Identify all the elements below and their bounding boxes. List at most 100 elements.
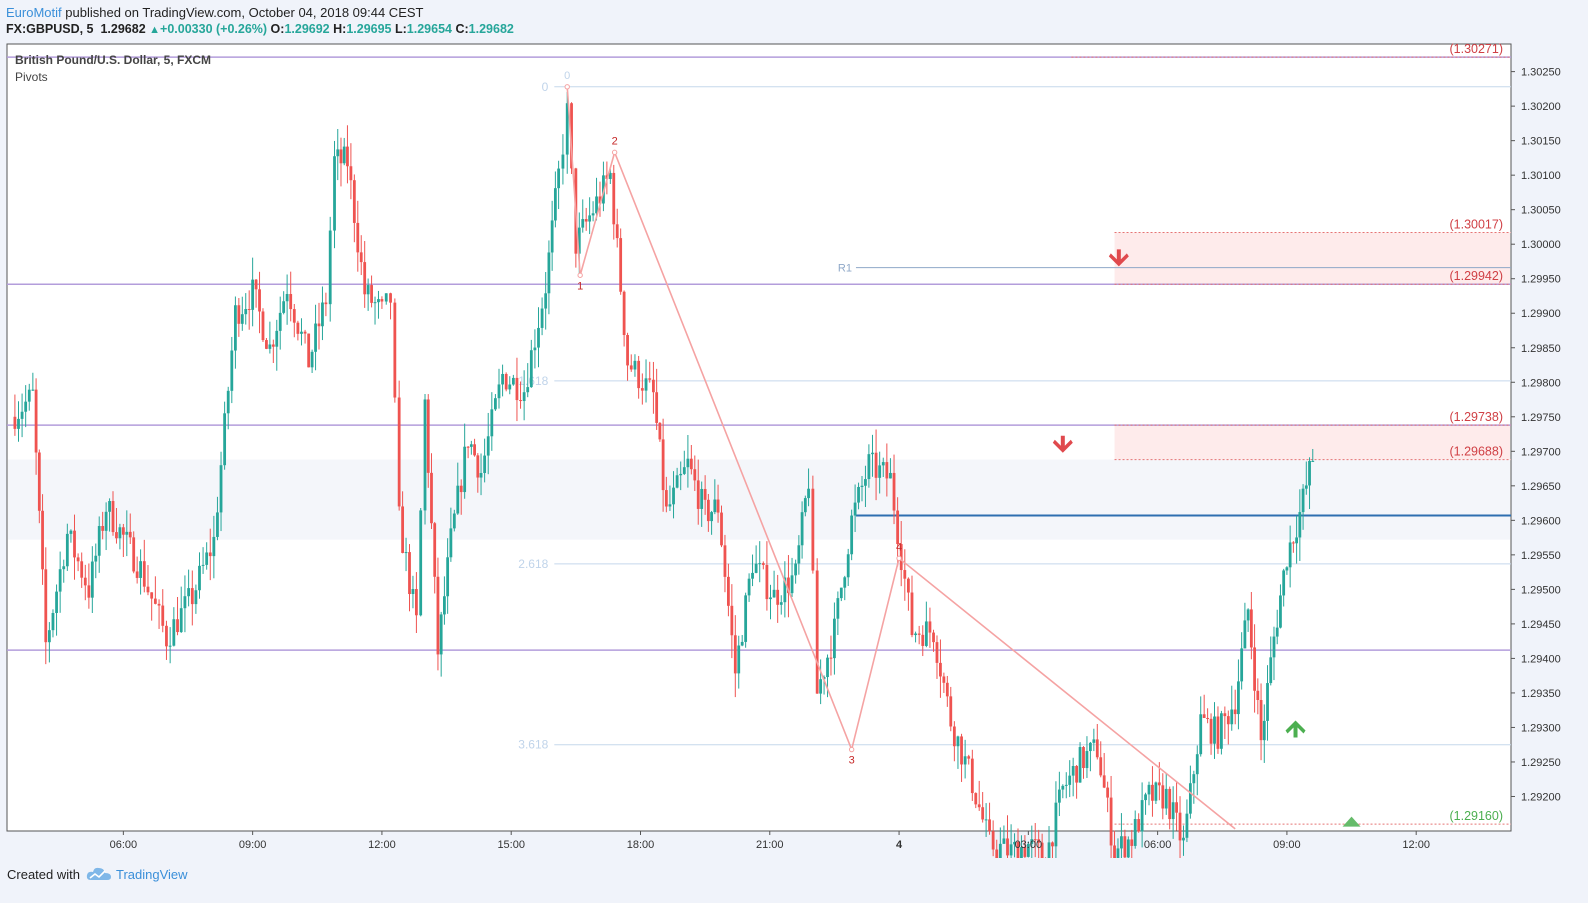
candle-body bbox=[655, 392, 659, 423]
candle-body bbox=[121, 527, 125, 535]
candle-body bbox=[1178, 812, 1182, 841]
candle-body bbox=[689, 458, 693, 470]
candle-body bbox=[772, 589, 776, 598]
price-axis-label: 1.29250 bbox=[1521, 757, 1561, 769]
candle-body bbox=[352, 180, 356, 223]
candle-body bbox=[90, 561, 94, 598]
candle-body bbox=[153, 598, 157, 604]
candle-body bbox=[201, 564, 205, 566]
tradingview-cloud-icon[interactable] bbox=[86, 866, 112, 882]
candle-body bbox=[1061, 785, 1065, 790]
candle-body bbox=[1085, 751, 1089, 769]
candle-body bbox=[342, 146, 346, 164]
candle-body bbox=[608, 172, 612, 179]
candle-body bbox=[833, 618, 836, 659]
candle-body bbox=[1168, 788, 1172, 820]
price-axis-label: 1.29800 bbox=[1521, 377, 1561, 389]
price-axis-label: 1.29600 bbox=[1521, 515, 1561, 527]
wave-point[interactable] bbox=[611, 149, 618, 156]
candle-body bbox=[139, 561, 142, 578]
candle-body bbox=[205, 552, 209, 565]
candle-body bbox=[436, 576, 440, 655]
candle-body bbox=[13, 416, 17, 429]
candle-body bbox=[547, 252, 551, 294]
candle-body bbox=[146, 586, 150, 593]
quote-line: FX:GBPUSD, 5 1.29682 ▲+0.00330 (+0.26%) … bbox=[6, 22, 514, 36]
candle-body bbox=[1026, 843, 1030, 857]
time-axis[interactable]: 06:00 09:00 12:00 15:00 18:00 21:00 4 03:00 06:0… bbox=[110, 831, 1430, 851]
candle-body bbox=[550, 220, 554, 253]
candle-body bbox=[1253, 647, 1256, 691]
candle-body bbox=[1130, 839, 1134, 846]
candle-body bbox=[1009, 844, 1013, 856]
candle-body bbox=[1249, 609, 1253, 648]
candle-body bbox=[216, 512, 219, 537]
wave-point[interactable] bbox=[848, 746, 855, 753]
candle-body bbox=[591, 213, 595, 216]
candle-body bbox=[261, 311, 265, 341]
candle-body bbox=[172, 619, 176, 646]
candle-body bbox=[511, 377, 515, 385]
candle-body bbox=[307, 333, 311, 368]
candle-body bbox=[640, 388, 644, 391]
candle-body bbox=[942, 676, 946, 683]
price-change: +0.00330 (+0.26%) bbox=[160, 22, 268, 36]
resistance-zone[interactable] bbox=[1114, 232, 1510, 285]
candle-body bbox=[1123, 836, 1127, 858]
candle-body bbox=[165, 625, 168, 647]
candle-body bbox=[479, 473, 483, 478]
candle-body bbox=[519, 400, 522, 402]
price-axis[interactable]: 1.30250 1.30200 1.30150 1.30100 1.30050 1.300… bbox=[1511, 67, 1561, 804]
wave-point[interactable] bbox=[896, 555, 902, 562]
candle-body bbox=[867, 454, 871, 480]
up-triangle-marker-icon bbox=[1342, 816, 1361, 827]
candle-body bbox=[1295, 537, 1299, 544]
candle-body bbox=[483, 455, 487, 474]
candle-body bbox=[1223, 713, 1227, 717]
candle-body bbox=[1144, 794, 1147, 801]
candle-body bbox=[747, 578, 751, 596]
candle-body bbox=[1298, 512, 1302, 538]
candle-body bbox=[469, 444, 473, 447]
candle-body bbox=[314, 323, 317, 352]
author-link[interactable]: EuroMotif bbox=[6, 5, 62, 20]
candle-body bbox=[44, 569, 48, 643]
candle-body bbox=[389, 293, 392, 303]
candle-body bbox=[449, 528, 453, 558]
price-chart[interactable]: 0 1.618 2.618 3.618 R1 (1.29738) (1.29688) (1.3… bbox=[0, 42, 1588, 858]
candle-body bbox=[945, 682, 949, 697]
candle-body bbox=[31, 389, 35, 391]
candle-body bbox=[910, 592, 914, 636]
candle-body bbox=[115, 532, 118, 539]
candle-body bbox=[65, 533, 69, 567]
candle-body bbox=[612, 172, 616, 225]
candle-body bbox=[1051, 842, 1054, 847]
candle-body bbox=[1171, 802, 1175, 820]
candle-body bbox=[1266, 683, 1269, 721]
candle-body bbox=[794, 563, 798, 576]
candle-body bbox=[466, 446, 470, 448]
candle-body bbox=[700, 488, 704, 509]
wave-point[interactable] bbox=[577, 272, 583, 278]
wave-point[interactable] bbox=[564, 84, 570, 90]
candle-body bbox=[754, 563, 758, 573]
price-axis-label: 1.30000 bbox=[1521, 239, 1561, 251]
candle-body bbox=[219, 465, 223, 513]
candle-body bbox=[1047, 842, 1051, 858]
elliott-wave-line[interactable] bbox=[566, 86, 1236, 830]
candle-body bbox=[251, 279, 255, 310]
candle-body bbox=[836, 598, 840, 619]
candle-body bbox=[433, 523, 437, 577]
candle-body bbox=[1206, 717, 1210, 719]
candle-body bbox=[58, 569, 62, 592]
candle-body bbox=[1301, 488, 1305, 513]
candle-body bbox=[529, 350, 533, 388]
candle-body bbox=[183, 596, 187, 609]
candle-body bbox=[1033, 839, 1037, 841]
candle-body bbox=[935, 642, 939, 663]
candle-body bbox=[101, 526, 105, 531]
candle-body bbox=[776, 589, 780, 605]
candle-body bbox=[339, 149, 343, 164]
tradingview-link[interactable]: TradingView bbox=[116, 867, 188, 882]
candle-body bbox=[682, 467, 686, 474]
